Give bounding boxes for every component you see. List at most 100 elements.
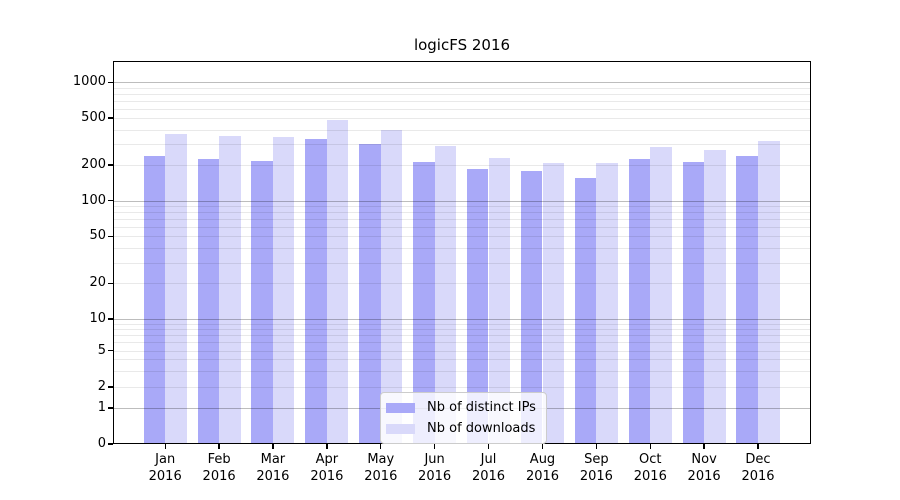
- bar-distinct-ips-oct: [628, 158, 651, 444]
- major-gridline: [113, 82, 811, 84]
- x-axis-tick: [380, 444, 382, 449]
- y-axis-tick: [108, 235, 113, 237]
- x-tick-label: Feb 2016: [202, 452, 236, 484]
- minor-gridline: [113, 129, 811, 131]
- minor-gridline: [113, 108, 811, 110]
- minor-gridline: [113, 206, 811, 208]
- minor-gridline: [113, 236, 811, 238]
- y-axis-tick: [108, 81, 113, 84]
- minor-gridline: [113, 335, 811, 337]
- y-tick-label: 2: [97, 379, 106, 394]
- bar-distinct-ips-jun: [413, 162, 435, 444]
- x-tick-label: Apr 2016: [310, 452, 344, 484]
- bar-downloads-aug: [542, 162, 565, 444]
- x-axis-tick: [595, 444, 597, 449]
- y-axis-tick: [108, 200, 113, 202]
- bar-downloads-sep: [596, 162, 618, 444]
- minor-gridline: [113, 262, 811, 264]
- bar-downloads-nov: [704, 149, 726, 444]
- bar-downloads-jan: [165, 133, 187, 444]
- bar-downloads-dec: [758, 140, 780, 444]
- minor-gridline: [113, 283, 811, 285]
- bar-downloads-oct: [650, 146, 672, 444]
- x-axis-tick: [649, 444, 651, 449]
- bar-distinct-ips-sep: [574, 178, 597, 444]
- x-tick-label: Aug 2016: [525, 452, 560, 484]
- major-gridline: [113, 200, 811, 202]
- legend-label-downloads: Nb of downloads: [427, 421, 536, 436]
- minor-gridline: [113, 359, 811, 361]
- x-axis-tick: [703, 444, 705, 449]
- minor-gridline: [113, 144, 811, 146]
- bar-downloads-jun: [434, 145, 457, 444]
- y-axis-tick: [108, 164, 113, 166]
- y-tick-label: 100: [81, 192, 106, 208]
- legend: Nb of distinct IPs Nb of downloads: [380, 392, 547, 444]
- minor-gridline: [113, 387, 811, 388]
- bar-distinct-ips-dec: [736, 155, 758, 444]
- minor-gridline: [113, 342, 811, 344]
- x-tick-label: Dec 2016: [741, 452, 775, 484]
- legend-item-downloads: Nb of downloads: [386, 419, 536, 438]
- x-axis-tick: [541, 444, 544, 449]
- y-tick-label: 500: [81, 110, 106, 125]
- x-axis-tick: [326, 444, 328, 449]
- minor-gridline: [113, 323, 811, 325]
- legend-label-distinct-ips: Nb of distinct IPs: [427, 400, 536, 415]
- x-tick-label: May 2016: [364, 452, 398, 484]
- major-gridline: [113, 319, 811, 320]
- y-axis-tick: [108, 282, 113, 285]
- minor-gridline: [113, 87, 811, 89]
- minor-gridline: [113, 118, 811, 119]
- bar-distinct-ips-apr: [305, 139, 327, 444]
- y-tick-label: 5: [97, 342, 106, 358]
- y-axis-tick: [108, 349, 113, 352]
- bar-downloads-apr: [326, 119, 349, 444]
- minor-gridline: [113, 100, 811, 102]
- y-tick-label: 10: [89, 311, 106, 326]
- x-tick-label: Oct 2016: [633, 452, 667, 484]
- bar-downloads-jul: [488, 157, 511, 444]
- x-tick-label: Jul 2016: [471, 452, 506, 484]
- bar-downloads-feb: [219, 136, 241, 444]
- x-axis-tick: [433, 444, 436, 449]
- x-tick-label: Jun 2016: [418, 452, 452, 484]
- minor-gridline: [113, 329, 811, 331]
- y-tick-label: 20: [89, 275, 106, 291]
- chart-title: logicFS 2016: [413, 36, 511, 54]
- y-tick-label: 200: [81, 157, 106, 173]
- bar-distinct-ips-nov: [682, 161, 705, 444]
- bar-distinct-ips-aug: [520, 171, 543, 444]
- minor-gridline: [113, 219, 811, 220]
- minor-gridline: [113, 226, 811, 228]
- bar-distinct-ips-jan: [143, 155, 166, 444]
- minor-gridline: [113, 350, 811, 352]
- minor-gridline: [113, 165, 811, 167]
- x-axis-tick: [218, 444, 220, 449]
- minor-gridline: [113, 212, 811, 214]
- x-axis-tick: [272, 444, 274, 449]
- x-tick-label: Jan 2016: [148, 452, 182, 484]
- bar-distinct-ips-jul: [466, 169, 489, 444]
- y-axis-tick: [108, 318, 113, 320]
- y-axis-tick: [108, 386, 113, 388]
- x-tick-label: Nov 2016: [687, 452, 721, 484]
- y-tick-label: 1000: [72, 74, 106, 90]
- minor-gridline: [113, 247, 811, 249]
- x-tick-label: Sep 2016: [579, 452, 613, 484]
- bar-downloads-may: [380, 130, 403, 444]
- y-tick-label: 50: [89, 228, 106, 244]
- y-axis-tick: [108, 407, 113, 409]
- y-axis-tick: [108, 117, 113, 119]
- minor-gridline: [113, 93, 811, 95]
- x-axis-tick: [164, 444, 166, 449]
- x-axis-tick: [487, 444, 490, 449]
- x-tick-label: Mar 2016: [256, 452, 290, 484]
- legend-swatch-downloads-icon: [386, 423, 415, 434]
- bar-downloads-mar: [272, 137, 295, 444]
- legend-swatch-distinct-ips-icon: [386, 402, 415, 413]
- bar-distinct-ips-may: [359, 144, 381, 444]
- y-tick-label: 1: [97, 400, 106, 415]
- y-tick-label: 0: [97, 436, 106, 451]
